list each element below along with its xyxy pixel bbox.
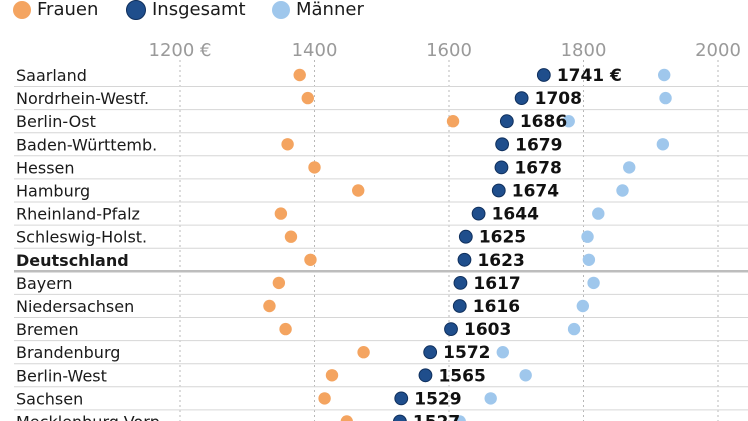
legend: Frauen Insgesamt Männer	[0, 0, 748, 22]
point-insgesamt	[452, 299, 467, 313]
row-label: Deutschland	[16, 251, 129, 270]
point-maenner	[576, 299, 590, 313]
point-maenner	[623, 161, 636, 174]
point-frauen	[340, 415, 353, 421]
row-label: Berlin-West	[16, 366, 107, 385]
point-insgesamt	[394, 391, 409, 406]
data-label: 1616	[473, 297, 520, 317]
row-label: Rheinland-Pfalz	[16, 205, 140, 224]
point-insgesamt	[418, 368, 433, 383]
point-frauen	[284, 230, 298, 243]
legend-label-frauen: Frauen	[37, 0, 99, 20]
row-label: Saarland	[16, 66, 87, 85]
point-frauen	[301, 91, 314, 105]
point-insgesamt	[491, 183, 506, 198]
data-label: 1674	[512, 182, 559, 202]
point-insgesamt	[458, 229, 473, 244]
row-label: Bayern	[16, 274, 73, 293]
x-tick-label: 1600	[426, 40, 472, 61]
legend-item-insgesamt: Insgesamt	[126, 0, 246, 20]
row-label: Sachsen	[16, 389, 83, 408]
data-label: 1572	[443, 343, 490, 363]
point-frauen	[279, 322, 292, 336]
data-label: 1565	[438, 366, 485, 386]
data-label: 1603	[464, 320, 511, 340]
point-maenner	[567, 322, 581, 336]
legend-marker-frauen	[13, 0, 31, 19]
data-label: 1644	[492, 205, 539, 225]
row-label: Bremen	[16, 320, 79, 339]
x-tick-label: 1400	[292, 40, 338, 61]
point-maenner	[581, 230, 594, 243]
data-label: 1527	[413, 413, 460, 421]
point-maenner	[587, 276, 600, 290]
point-maenner	[656, 138, 670, 151]
x-tick-label: 2000	[695, 40, 741, 61]
legend-item-maenner: Männer	[272, 0, 364, 20]
point-frauen	[325, 369, 339, 382]
point-frauen	[308, 161, 321, 174]
row-label: Hamburg	[16, 182, 90, 201]
point-maenner	[562, 115, 575, 128]
point-maenner	[616, 184, 629, 197]
point-frauen	[263, 299, 276, 313]
data-label: 1741 €	[557, 66, 622, 86]
point-maenner	[496, 346, 509, 359]
point-insgesamt	[471, 206, 486, 221]
point-maenner	[453, 415, 466, 421]
data-label: 1529	[414, 389, 461, 409]
data-label: 1617	[473, 274, 520, 294]
row-label: Niedersachsen	[16, 297, 134, 316]
point-maenner	[484, 392, 497, 405]
point-frauen	[274, 207, 288, 220]
legend-label-maenner: Männer	[296, 0, 364, 20]
point-maenner	[658, 68, 671, 82]
x-tick-label: 1200 €	[149, 40, 212, 61]
point-frauen	[357, 346, 370, 359]
point-frauen	[293, 68, 306, 82]
row-label: Brandenburg	[16, 343, 120, 362]
point-insgesamt	[457, 252, 472, 267]
point-insgesamt	[499, 114, 514, 129]
legend-marker-maenner	[272, 0, 290, 19]
point-insgesamt	[393, 414, 407, 421]
point-frauen	[318, 392, 331, 405]
point-frauen	[272, 276, 286, 290]
point-insgesamt	[536, 68, 551, 82]
point-insgesamt	[494, 160, 509, 175]
point-frauen	[281, 138, 294, 151]
data-label: 1625	[479, 228, 526, 248]
legend-item-frauen: Frauen	[13, 0, 98, 20]
point-frauen	[446, 115, 460, 128]
point-frauen	[304, 253, 317, 266]
data-label: 1679	[515, 135, 562, 155]
point-insgesamt	[423, 345, 438, 360]
data-label: 1623	[477, 251, 524, 271]
row-label: Schleswig-Holst.	[16, 228, 147, 247]
legend-marker-insgesamt	[126, 0, 146, 20]
x-tick-label: 1800	[561, 40, 607, 61]
point-insgesamt	[453, 276, 468, 290]
data-label: 1686	[520, 112, 567, 132]
point-frauen	[352, 184, 365, 197]
point-insgesamt	[444, 322, 458, 337]
point-insgesamt	[495, 137, 510, 152]
point-maenner	[592, 207, 605, 220]
legend-label-insgesamt: Insgesamt	[152, 0, 246, 20]
point-maenner	[519, 369, 532, 382]
row-label: Nordrhein-Westf.	[16, 89, 149, 108]
data-label: 1708	[535, 89, 582, 109]
point-insgesamt	[514, 91, 529, 105]
row-label: Mecklenburg-Vorp.	[16, 413, 165, 421]
row-label: Hessen	[16, 158, 75, 177]
point-maenner	[582, 253, 596, 266]
data-label: 1678	[514, 158, 561, 178]
point-maenner	[659, 91, 672, 105]
row-label: Baden-Württemb.	[16, 135, 157, 154]
row-label: Berlin-Ost	[16, 112, 96, 131]
